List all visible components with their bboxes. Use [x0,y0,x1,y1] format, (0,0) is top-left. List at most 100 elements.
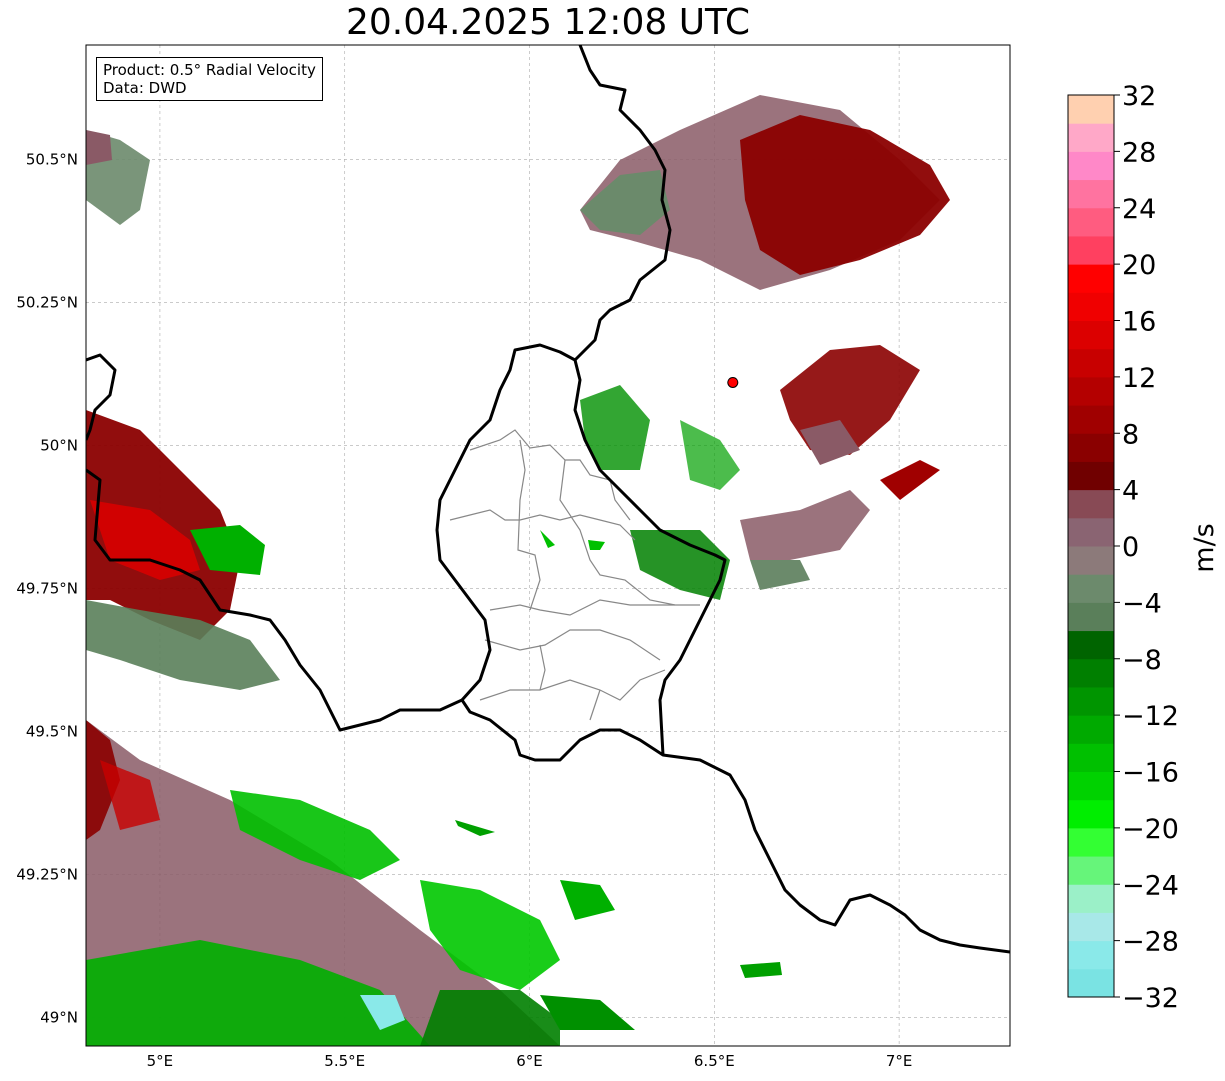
lon-tick-label: 6.5°E [694,1052,735,1070]
colorbar-tick-label: 12 [1122,363,1156,394]
echo-sw-green-4 [420,990,560,1046]
colorbar-segment [1068,658,1114,688]
colorbar-segment [1068,376,1114,406]
colorbar-segment [1068,348,1114,378]
echo-w-green [86,600,280,690]
colorbar-segment [1068,405,1114,434]
country-borders [86,45,1010,954]
echo-c-green-3 [680,420,740,490]
colorbar-tick-label: −4 [1122,588,1162,619]
echo-e-mauve-2 [740,490,870,560]
colorbar-segment [1068,489,1114,519]
district-boundaries [449,429,700,721]
border-luxembourg [435,343,727,762]
echo-c-green-5 [740,962,782,978]
colorbar-segment [1068,151,1114,181]
colorbar-segment [1068,235,1114,265]
lon-tick-label: 5.5°E [324,1052,365,1070]
echo-sw-cyan [360,995,405,1030]
colorbar-segment [1068,771,1114,801]
echo-sw-red-2 [100,760,160,830]
echo-sw-green-7 [455,820,495,836]
echo-sw-green-6 [540,995,635,1030]
colorbar-segment [1068,461,1114,491]
colorbar-segment [1068,799,1114,829]
lon-tick-label: 5°E [147,1052,174,1070]
map-frame [85,44,1011,1047]
colorbar-segment [1068,320,1114,350]
echo-sw-red-1 [86,720,120,840]
lat-tick-label: 49°N [40,1008,78,1026]
echo-sw-green-2 [230,790,400,880]
echo-nw-corner-mauve [86,130,112,165]
colorbar-tick-label: 8 [1122,419,1139,450]
colorbar-segment [1068,574,1114,603]
colorbar-segment [1068,433,1114,462]
colorbar-segment [1068,264,1114,293]
colorbar-segment [1068,686,1114,716]
colorbar-tick-label: −12 [1122,701,1179,732]
echo-sw-green-5 [560,880,615,920]
colorbar-tick-label: 24 [1122,194,1156,225]
colorbar-segment [1068,602,1114,632]
lon-tick-label: 6°E [516,1052,543,1070]
lat-tick-label: 49.5°N [26,722,78,740]
colorbar-segment [1068,179,1114,209]
border-be-de [573,45,672,362]
colorbar-segment [1068,912,1114,942]
map-title: 20.04.2025 12:08 UTC [345,2,751,43]
echo-c-green-2 [630,530,730,600]
colorbar-tick-label: −8 [1122,645,1162,676]
data-source-label: Data: DWD [103,79,187,97]
echo-c-green-4 [750,560,810,590]
lat-tick-label: 50.5°N [26,150,78,168]
colorbar-segment [1068,940,1114,970]
colorbar-tick-label: 20 [1122,250,1156,281]
colorbar-segment [1068,743,1114,772]
colorbar-tick-label: 0 [1122,532,1139,563]
echo-c-green-1 [580,385,650,470]
echo-e-darkred-2 [880,460,940,500]
colorbar-segment [1068,715,1114,744]
echo-ne-darkred [740,115,950,275]
product-info-box: Product: 0.5° Radial Velocity Data: DWD [96,57,323,101]
colorbar-segment [1068,968,1114,998]
colorbar-segment [1068,95,1114,124]
colorbar-segment [1068,630,1114,660]
border-west [86,353,117,441]
colorbar-unit-label: m/s [1189,523,1220,572]
lat-tick-label: 50.25°N [16,293,78,311]
radar-site-marker [727,376,739,388]
echo-sw-green-1 [86,940,430,1046]
border-fr-de [662,753,1010,954]
colorbar-segment [1068,546,1114,575]
colorbar-segment [1068,856,1114,885]
border-fr-be [86,468,463,732]
colorbar-segment [1068,292,1114,321]
colorbar-tick-label: 4 [1122,476,1139,507]
lat-tick-label: 49.75°N [16,579,78,597]
colorbar-segment [1068,207,1114,237]
radar-echoes [86,95,950,1046]
colorbar: 32 28 24 20 16 12 8 4 0 −4 −8 −12 −16 −20 −24 −28 −32 [1067,81,1179,1014]
echo-sw-green-3 [420,880,560,990]
colorbar-segment [1068,123,1114,152]
colorbar-tick-label: 28 [1122,137,1156,168]
colorbar-tick-label: 16 [1122,307,1156,338]
axis-tick-labels: 5°E 5.5°E 6°E 6.5°E 7°E 49°N 49.25°N 49.5°N 49.7… [16,150,912,1070]
product-label: Product: 0.5° Radial Velocity [103,61,316,79]
lat-tick-label: 49.25°N [16,865,78,883]
colorbar-tick-label: 32 [1122,81,1156,112]
colorbar-tick-label: −32 [1122,983,1179,1014]
colorbar-segment [1068,517,1114,547]
colorbar-tick-label: −20 [1122,814,1179,845]
echo-e-mauve-1 [800,420,860,465]
echo-ne-greygreen [580,170,670,235]
colorbar-tick-label: −28 [1122,927,1179,958]
echo-c-green-6 [540,530,555,548]
echo-w-brightgreen [190,525,265,575]
lon-tick-label: 7°E [886,1052,913,1070]
colorbar-tick-label: −16 [1122,758,1179,789]
colorbar-segment [1068,827,1114,857]
